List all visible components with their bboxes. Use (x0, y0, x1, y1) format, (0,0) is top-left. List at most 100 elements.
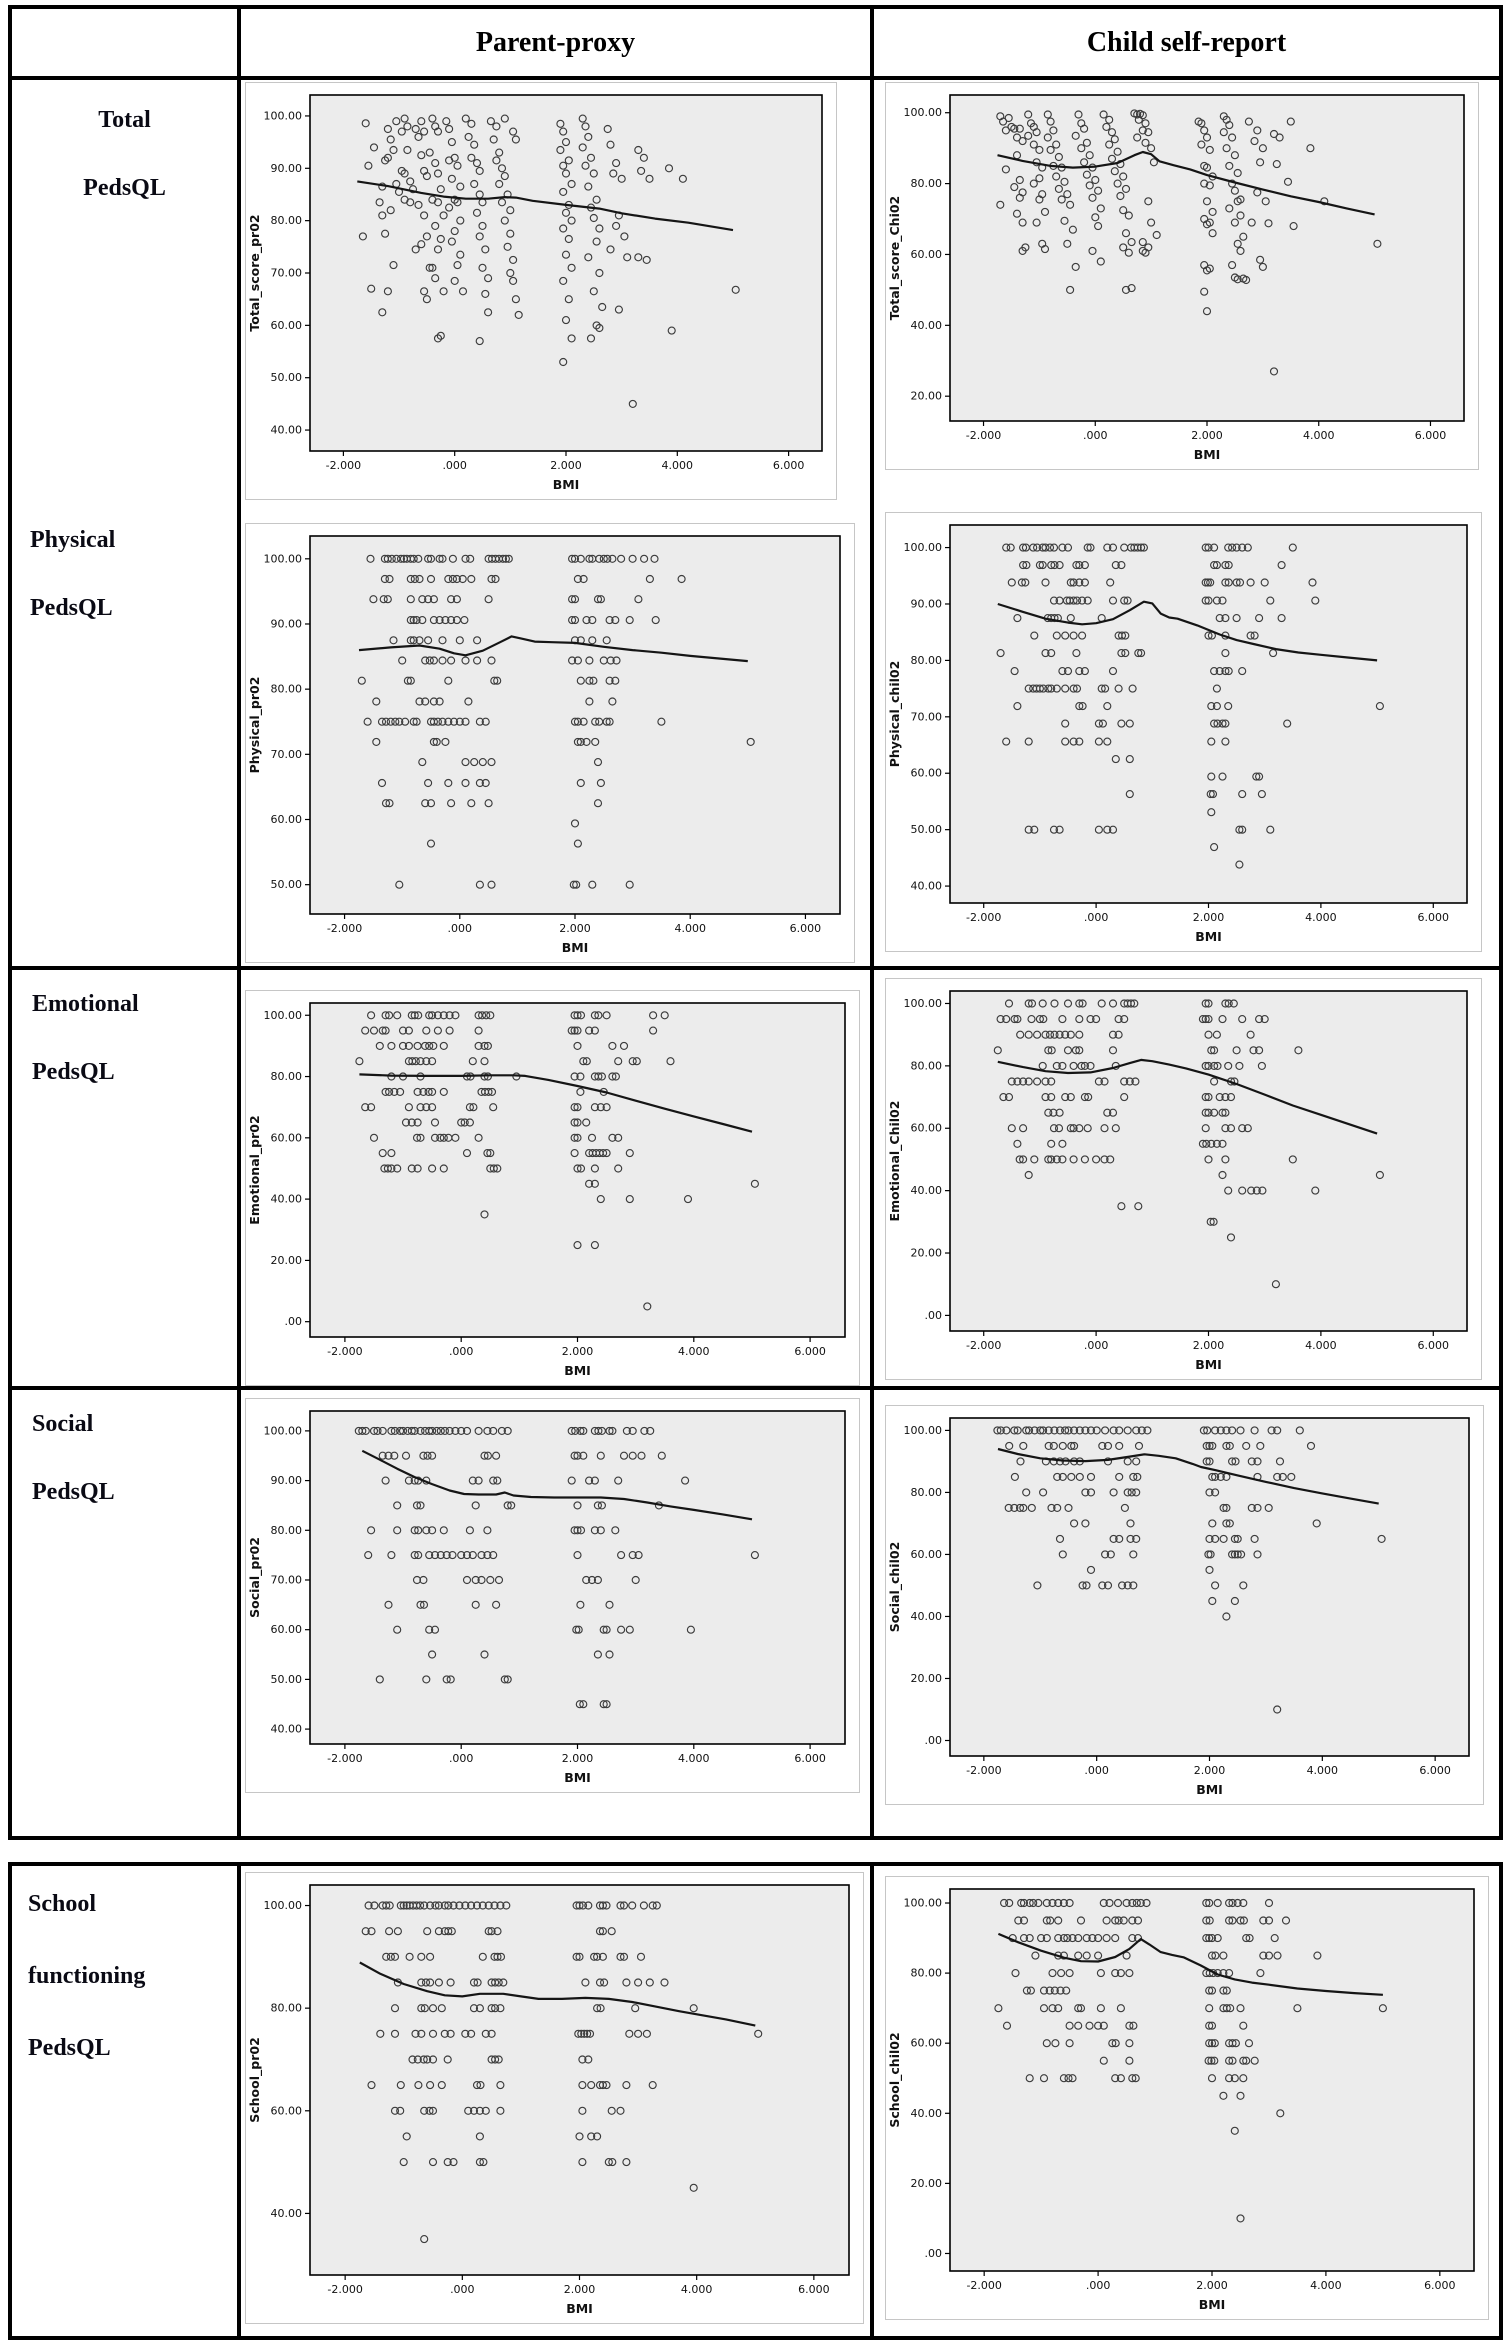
y-tick-label: 80.00 (271, 214, 303, 227)
data-point (480, 1210, 489, 1219)
data-point (493, 1476, 502, 1485)
data-point (1092, 1015, 1101, 1024)
data-point (1120, 1093, 1129, 1102)
data-point (1270, 1934, 1279, 1943)
data-point (420, 2106, 429, 2115)
data-point (1219, 1951, 1228, 1960)
data-point (1201, 999, 1210, 1008)
data-point (1138, 126, 1147, 135)
data-point (637, 166, 646, 175)
data-point (602, 1011, 611, 1020)
data-point (602, 717, 611, 726)
data-point (495, 148, 504, 157)
data-point (1230, 1550, 1239, 1559)
data-point (1047, 1093, 1056, 1102)
data-point (1207, 1951, 1217, 1960)
data-point (602, 2081, 611, 2090)
data-point (373, 1426, 382, 1435)
data-point (640, 1426, 649, 1435)
data-point (506, 229, 515, 238)
data-point (1202, 163, 1212, 172)
data-point (570, 1133, 579, 1142)
data-point (1059, 1898, 1068, 1908)
data-point (573, 717, 582, 726)
data-point (380, 574, 389, 584)
data-point (1004, 1093, 1014, 1102)
data-point (602, 1901, 611, 1910)
data-point (1281, 1916, 1291, 1925)
data-point (438, 656, 447, 665)
data-point (589, 676, 598, 685)
data-point (1210, 1061, 1219, 1070)
data-point (467, 119, 476, 128)
data-point (634, 253, 643, 262)
data-point (390, 2029, 400, 2038)
data-point (1117, 561, 1126, 570)
data-point (489, 1164, 498, 1173)
data-point (1002, 2021, 1012, 2030)
data-point (1010, 667, 1019, 676)
data-point (500, 114, 509, 123)
data-point (1212, 596, 1221, 605)
data-point (1375, 1170, 1384, 1180)
data-point (1255, 1015, 1264, 1024)
data-point (455, 717, 464, 726)
data-point (593, 1575, 602, 1585)
data-point (1205, 1441, 1214, 1450)
data-point (1204, 1093, 1213, 1102)
data-point (1238, 1124, 1247, 1133)
data-point (1224, 702, 1233, 711)
y-tick-label: 50.00 (911, 823, 943, 836)
fit-line (997, 1058, 1378, 1135)
data-point (1219, 1534, 1228, 1543)
data-point (593, 758, 603, 767)
data-point (417, 2029, 426, 2038)
data-point (1096, 257, 1105, 266)
data-point (1094, 2021, 1103, 2030)
data-point (411, 1057, 420, 1066)
data-point (391, 717, 400, 726)
data-point (1219, 1986, 1228, 1995)
data-point (1211, 1472, 1220, 1481)
data-point (1202, 266, 1212, 275)
data-point (369, 1026, 379, 1035)
data-point (1201, 1108, 1210, 1117)
data-point (593, 1952, 602, 1961)
row-label-emotional-line1: Emotional (32, 991, 139, 1017)
data-point (430, 1118, 440, 1127)
data-point (1063, 1046, 1073, 1055)
x-tick-label: 2.000 (562, 1752, 594, 1765)
data-point (1041, 1077, 1050, 1086)
data-point (1247, 1503, 1256, 1512)
data-point (429, 1041, 438, 1050)
data-point (410, 574, 419, 584)
fit-line (997, 1932, 1383, 1996)
data-point (617, 554, 626, 563)
data-point (412, 717, 421, 726)
x-tick-label: -2.000 (966, 429, 1001, 442)
data-point (480, 1650, 489, 1659)
data-point (648, 2081, 657, 2090)
fit-line (359, 1961, 756, 2027)
data-point (614, 1476, 623, 1485)
data-point (1116, 1969, 1125, 1978)
data-point (1228, 1916, 1237, 1925)
x-tick-label: 6.000 (1419, 1764, 1451, 1777)
data-point (1039, 1488, 1048, 1497)
data-point (378, 1149, 387, 1158)
data-point (1219, 2091, 1228, 2100)
data-point (1255, 772, 1264, 781)
data-point (1128, 1898, 1137, 1908)
x-tick-label: .000 (1084, 1339, 1109, 1352)
data-point (1125, 1077, 1134, 1086)
data-point (429, 697, 438, 706)
data-point (444, 574, 453, 584)
data-point (484, 308, 493, 317)
data-point (483, 1149, 492, 1158)
data-point (556, 145, 565, 155)
data-point (1133, 133, 1142, 142)
data-point (389, 636, 398, 645)
data-point (1249, 1046, 1258, 1055)
data-point (619, 1041, 629, 1050)
data-point (1218, 1139, 1227, 1148)
